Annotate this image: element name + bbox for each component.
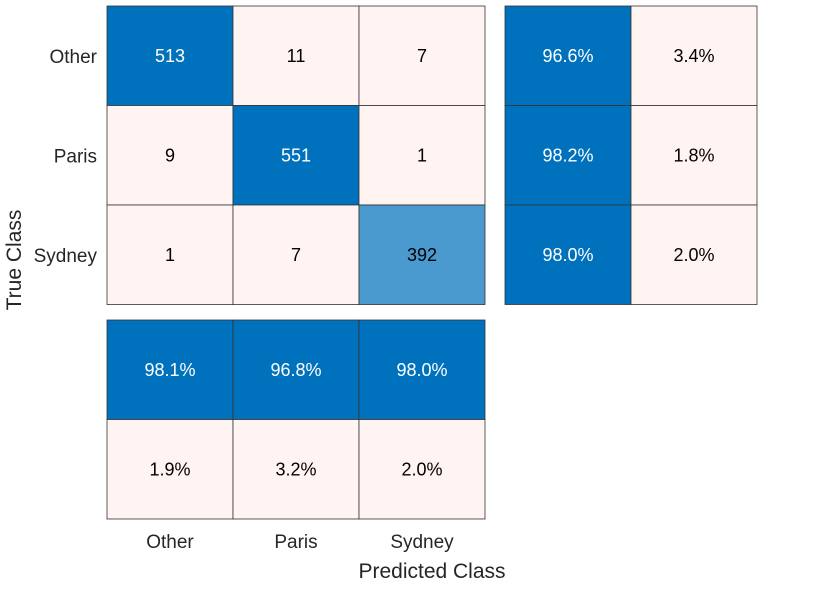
column-summary-value: 3.2% (275, 459, 316, 479)
matrix-cell-value: 1 (165, 245, 175, 265)
x-tick-label: Sydney (390, 532, 454, 553)
row-summary-value: 2.0% (673, 245, 714, 265)
column-summary-value: 2.0% (401, 459, 442, 479)
row-summary-value: 96.6% (542, 46, 593, 66)
matrix-cell (358, 5, 486, 106)
row-summary-cell (630, 204, 758, 305)
matrix-cell-value: 9 (165, 145, 175, 165)
x-axis-title: Predicted Class (358, 560, 505, 583)
x-tick-label: Other (146, 532, 194, 553)
column-summary-cell (232, 419, 360, 520)
matrix-cell (358, 105, 486, 206)
row-summary-cell (630, 5, 758, 106)
column-summary-cell (106, 319, 234, 420)
row-summary-cell (630, 105, 758, 206)
matrix-cell (232, 5, 360, 106)
column-summary-cell (232, 319, 360, 420)
matrix-cell (232, 204, 360, 305)
column-summary-value: 1.9% (149, 459, 190, 479)
y-axis-title: True Class (3, 210, 26, 311)
matrix-cell (106, 5, 234, 106)
matrix-cell-value: 11 (287, 46, 306, 66)
row-summary-value: 3.4% (673, 46, 714, 66)
matrix-cell-value: 551 (281, 145, 311, 165)
x-tick-label: Paris (274, 532, 317, 553)
y-tick-label: Paris (54, 146, 97, 167)
matrix-cell (232, 105, 360, 206)
row-summary-value: 98.2% (542, 145, 593, 165)
matrix-cell-value: 7 (417, 46, 427, 66)
row-summary-value: 1.8% (673, 145, 714, 165)
matrix-cell-value: 513 (155, 46, 185, 66)
column-summary-value: 96.8% (270, 360, 321, 380)
row-summary-cell (504, 5, 632, 106)
row-summary-value: 98.0% (542, 245, 593, 265)
matrix-cell (106, 105, 234, 206)
matrix-cell-value: 392 (407, 245, 437, 265)
column-summary-cell (106, 419, 234, 520)
row-summary-cell (504, 204, 632, 305)
y-tick-label: Other (49, 47, 97, 68)
row-summary-cell (504, 105, 632, 206)
matrix-cell-value: 7 (291, 245, 301, 265)
y-tick-label: Sydney (34, 246, 98, 267)
column-summary-cell (358, 319, 486, 420)
matrix-cell (358, 204, 486, 305)
column-summary-value: 98.0% (396, 360, 447, 380)
column-summary-value: 98.1% (144, 360, 195, 380)
matrix-cell (106, 204, 234, 305)
matrix-cell-value: 1 (417, 145, 427, 165)
column-summary-cell (358, 419, 486, 520)
